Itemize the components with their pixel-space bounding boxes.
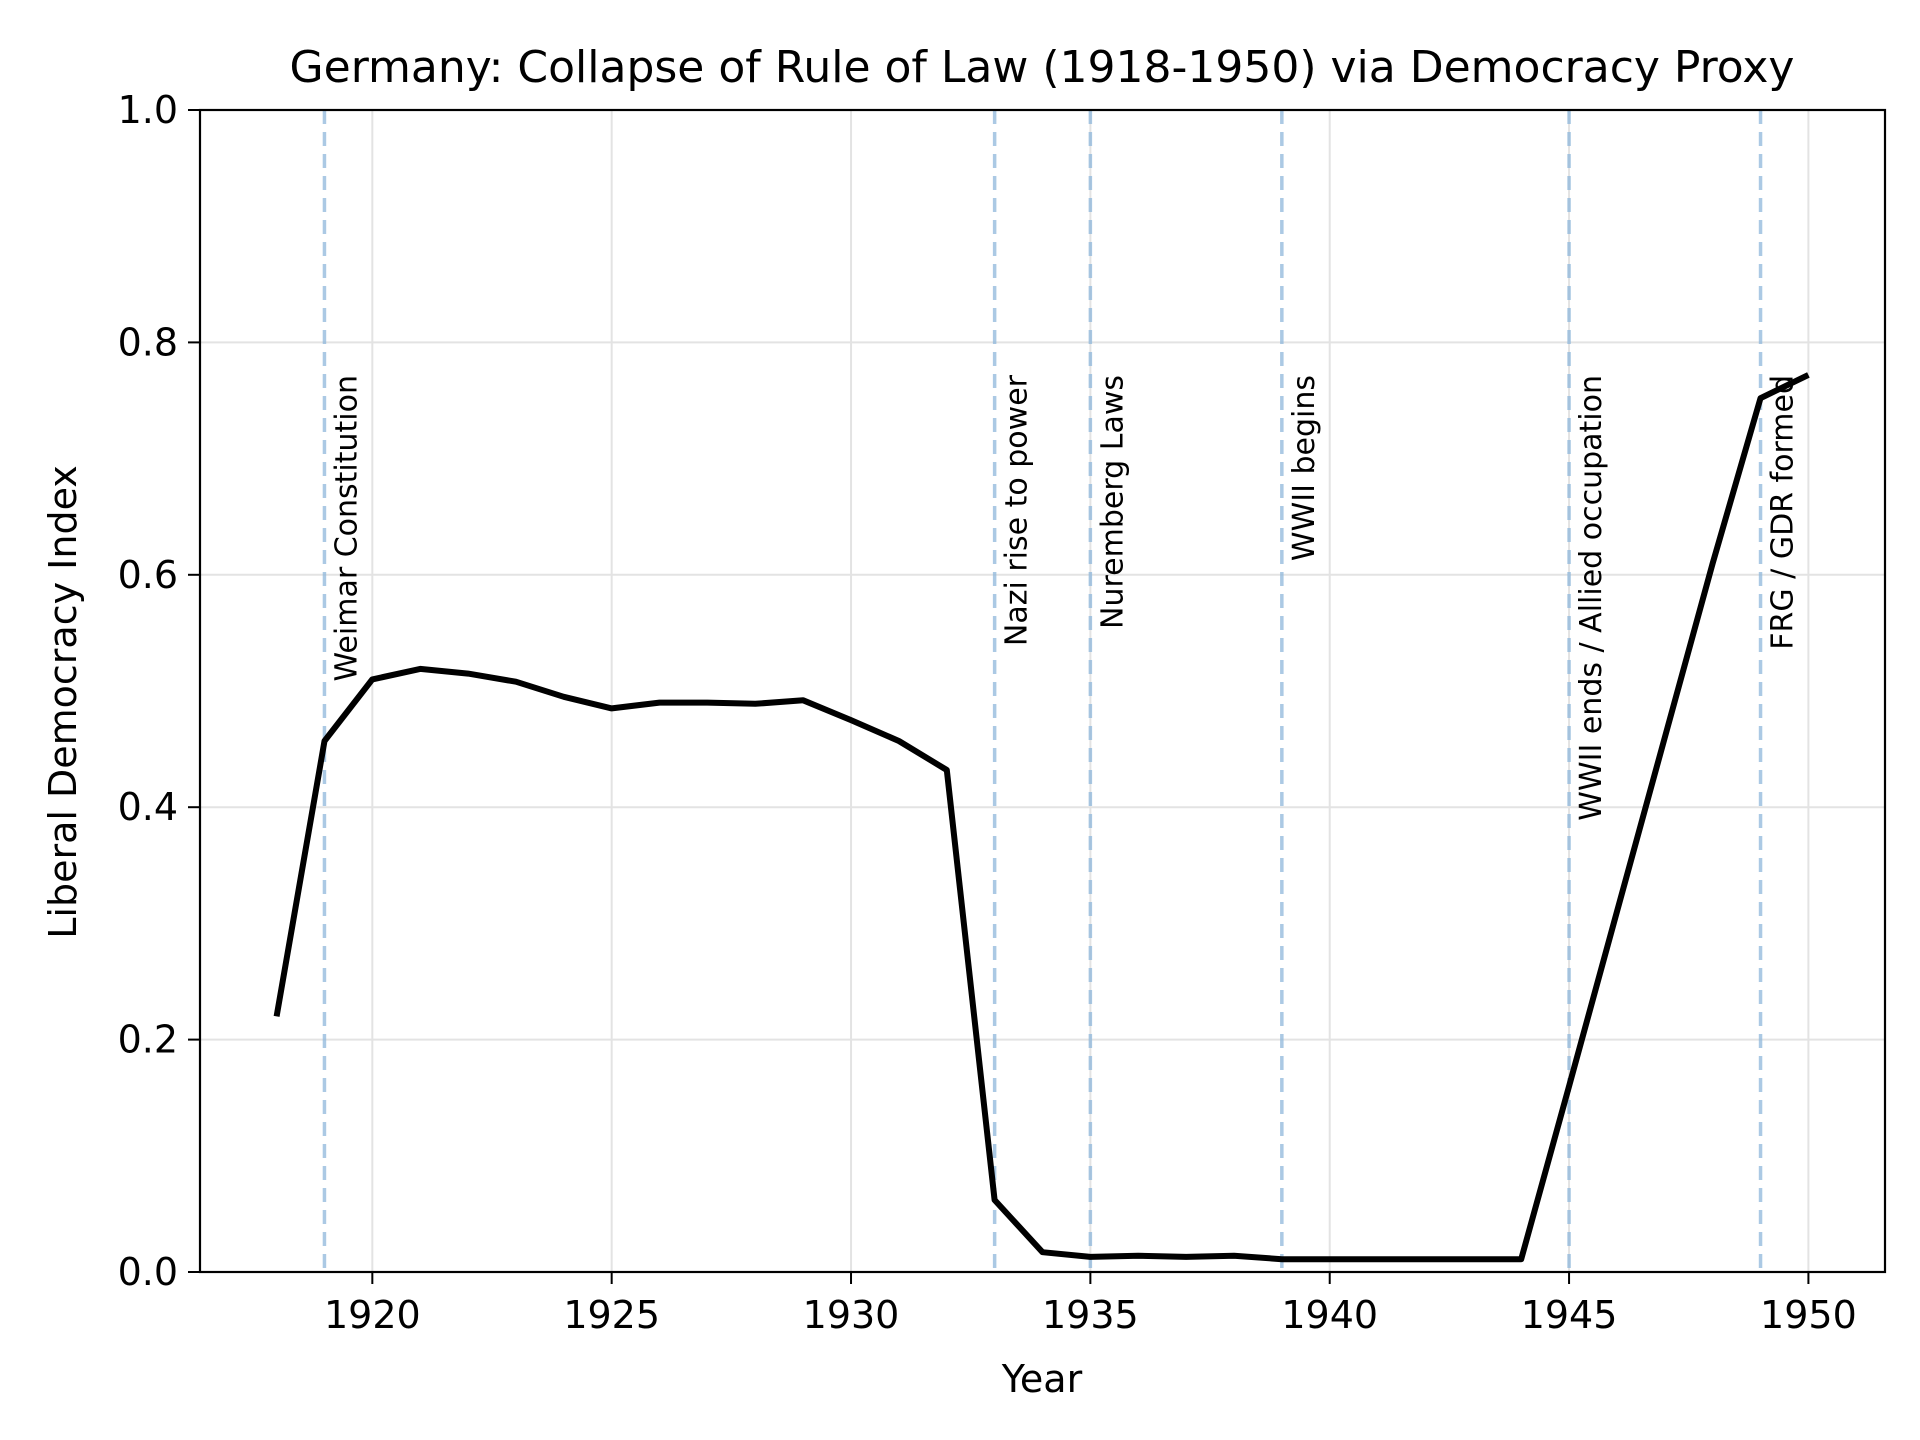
y-tick-label: 0.0	[118, 1250, 178, 1294]
x-tick-label: 1950	[1760, 1293, 1857, 1337]
event-label: Nazi rise to power	[1000, 374, 1035, 646]
chart-title: Germany: Collapse of Rule of Law (1918-1…	[290, 42, 1795, 93]
y-tick-label: 0.4	[118, 785, 178, 829]
x-tick-label: 1940	[1281, 1293, 1378, 1337]
y-axis-label: Liberal Democracy Index	[41, 465, 85, 939]
x-axis-label: Year	[1001, 1357, 1083, 1401]
series-line	[273, 372, 1810, 1263]
x-tick-label: 1920	[324, 1293, 421, 1337]
y-tick-label: 0.6	[118, 553, 178, 597]
plot-frame	[198, 108, 1887, 1274]
y-tick-label: 0.2	[118, 1018, 178, 1062]
event-label: Nuremberg Laws	[1095, 375, 1130, 629]
x-tick-label: 1935	[1042, 1293, 1139, 1337]
series-layer	[273, 372, 1810, 1263]
x-tick-label: 1925	[563, 1293, 660, 1337]
event-label: WWII ends / Allied occupation	[1574, 375, 1609, 821]
event-label: FRG / GDR formed	[1766, 375, 1801, 650]
event-label: WWII begins	[1287, 375, 1322, 561]
y-tick-label: 0.8	[118, 320, 178, 364]
event-markers: Weimar Constitution Nazi rise to power Nur…	[322, 110, 1801, 1272]
x-axis: 1920 1925 1930 1935 1940 1945 1950	[324, 1272, 1857, 1337]
event-label: Weimar Constitution	[329, 375, 364, 681]
x-tick-label: 1930	[803, 1293, 900, 1337]
y-axis: 0.0 0.2 0.4 0.6 0.8 1.0	[118, 88, 200, 1294]
y-tick-label: 1.0	[118, 88, 178, 132]
x-tick-label: 1945	[1521, 1293, 1618, 1337]
